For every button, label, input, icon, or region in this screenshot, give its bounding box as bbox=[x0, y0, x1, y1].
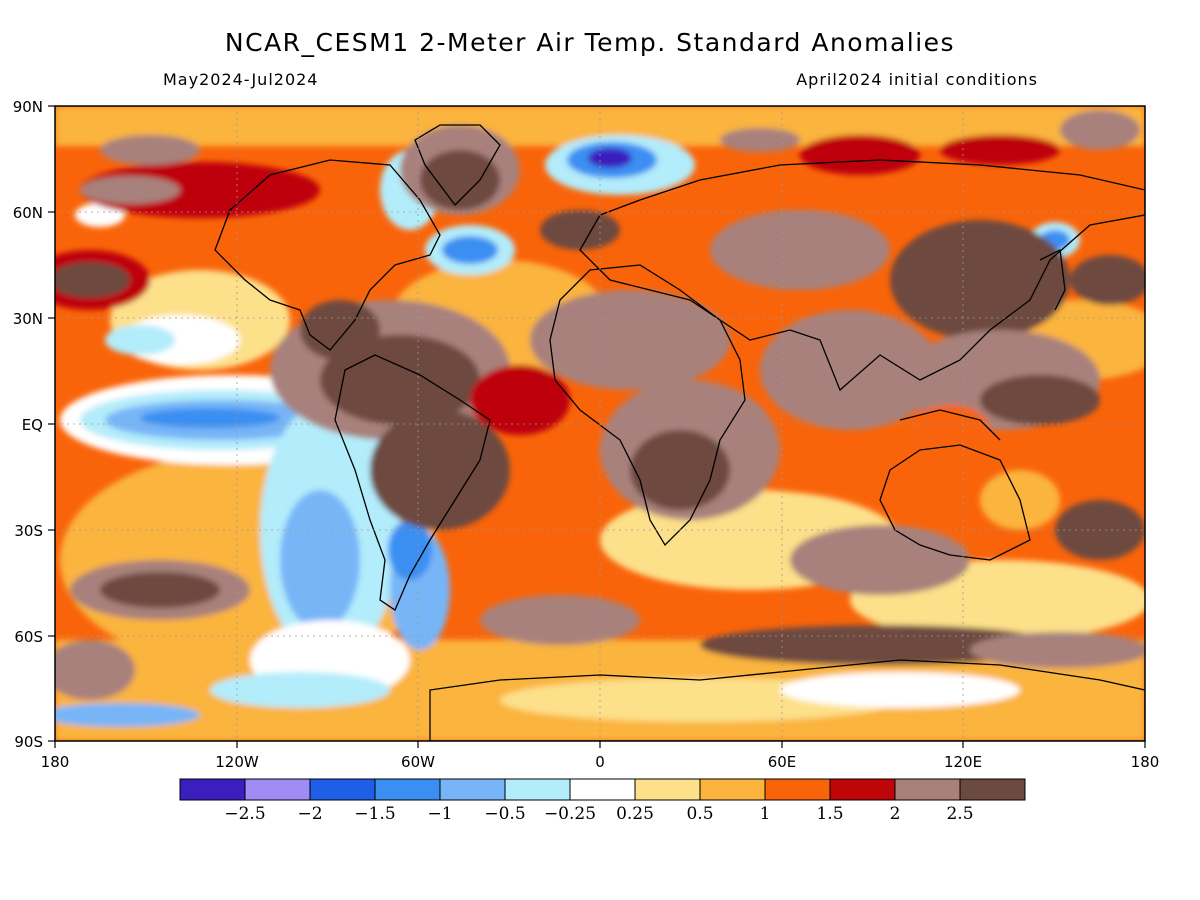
legend-swatch bbox=[634, 778, 701, 801]
legend-label: −2 bbox=[297, 804, 322, 824]
legend-swatch bbox=[894, 778, 961, 801]
coastlines bbox=[214, 124, 1145, 741]
lon-label-180w: 180 bbox=[41, 753, 70, 771]
anomaly-field bbox=[55, 106, 1145, 741]
lon-label-180e: 180 bbox=[1131, 753, 1160, 771]
lon-label-60e: 60E bbox=[768, 753, 797, 771]
legend-swatch bbox=[309, 778, 376, 801]
legend-label: −2.5 bbox=[224, 804, 265, 824]
legend-swatch bbox=[374, 778, 441, 801]
lat-label-60n: 60N bbox=[13, 204, 43, 222]
legend-label: 0.5 bbox=[686, 804, 713, 824]
legend-swatch bbox=[699, 778, 766, 801]
legend-label: −0.25 bbox=[544, 804, 596, 824]
legend-swatch bbox=[504, 778, 571, 801]
legend-swatch bbox=[764, 778, 831, 801]
legend-swatch bbox=[829, 778, 896, 801]
legend-swatch bbox=[179, 778, 246, 801]
color-legend: −2.5 −2 −1.5 −1 −0.5 −0.25 0.25 0.5 1 1.5 2 2.5 bbox=[179, 778, 1026, 824]
lat-label-90n: 90N bbox=[13, 98, 43, 116]
forecast-period: May2024-Jul2024 bbox=[163, 70, 319, 89]
lon-label-60w: 60W bbox=[401, 753, 435, 771]
legend-label: 1.5 bbox=[816, 804, 843, 824]
legend-label: −1.5 bbox=[354, 804, 395, 824]
legend-label: −1 bbox=[427, 804, 452, 824]
lon-label-0: 0 bbox=[595, 753, 605, 771]
lat-label-eq: EQ bbox=[22, 416, 43, 434]
lon-label-120w: 120W bbox=[215, 753, 259, 771]
legend-label: 0.25 bbox=[616, 804, 654, 824]
legend-label: 1 bbox=[760, 804, 771, 824]
lon-label-120e: 120E bbox=[944, 753, 982, 771]
legend-label: 2 bbox=[890, 804, 901, 824]
chart-title: NCAR_CESM1 2-Meter Air Temp. Standard An… bbox=[224, 28, 956, 57]
legend-swatch bbox=[959, 778, 1026, 801]
lat-label-90s: 90S bbox=[14, 733, 43, 751]
legend-label: 2.5 bbox=[946, 804, 973, 824]
graticule bbox=[55, 106, 1145, 741]
legend-swatch bbox=[439, 778, 506, 801]
lat-label-30s: 30S bbox=[14, 522, 43, 540]
axis-ticks bbox=[48, 105, 1146, 748]
initial-conditions: April2024 initial conditions bbox=[796, 70, 1038, 89]
lat-label-30n: 30N bbox=[13, 310, 43, 328]
legend-swatch bbox=[244, 778, 311, 801]
legend-swatch bbox=[569, 778, 636, 801]
lat-label-60s: 60S bbox=[14, 628, 43, 646]
legend-label: −0.5 bbox=[484, 804, 525, 824]
